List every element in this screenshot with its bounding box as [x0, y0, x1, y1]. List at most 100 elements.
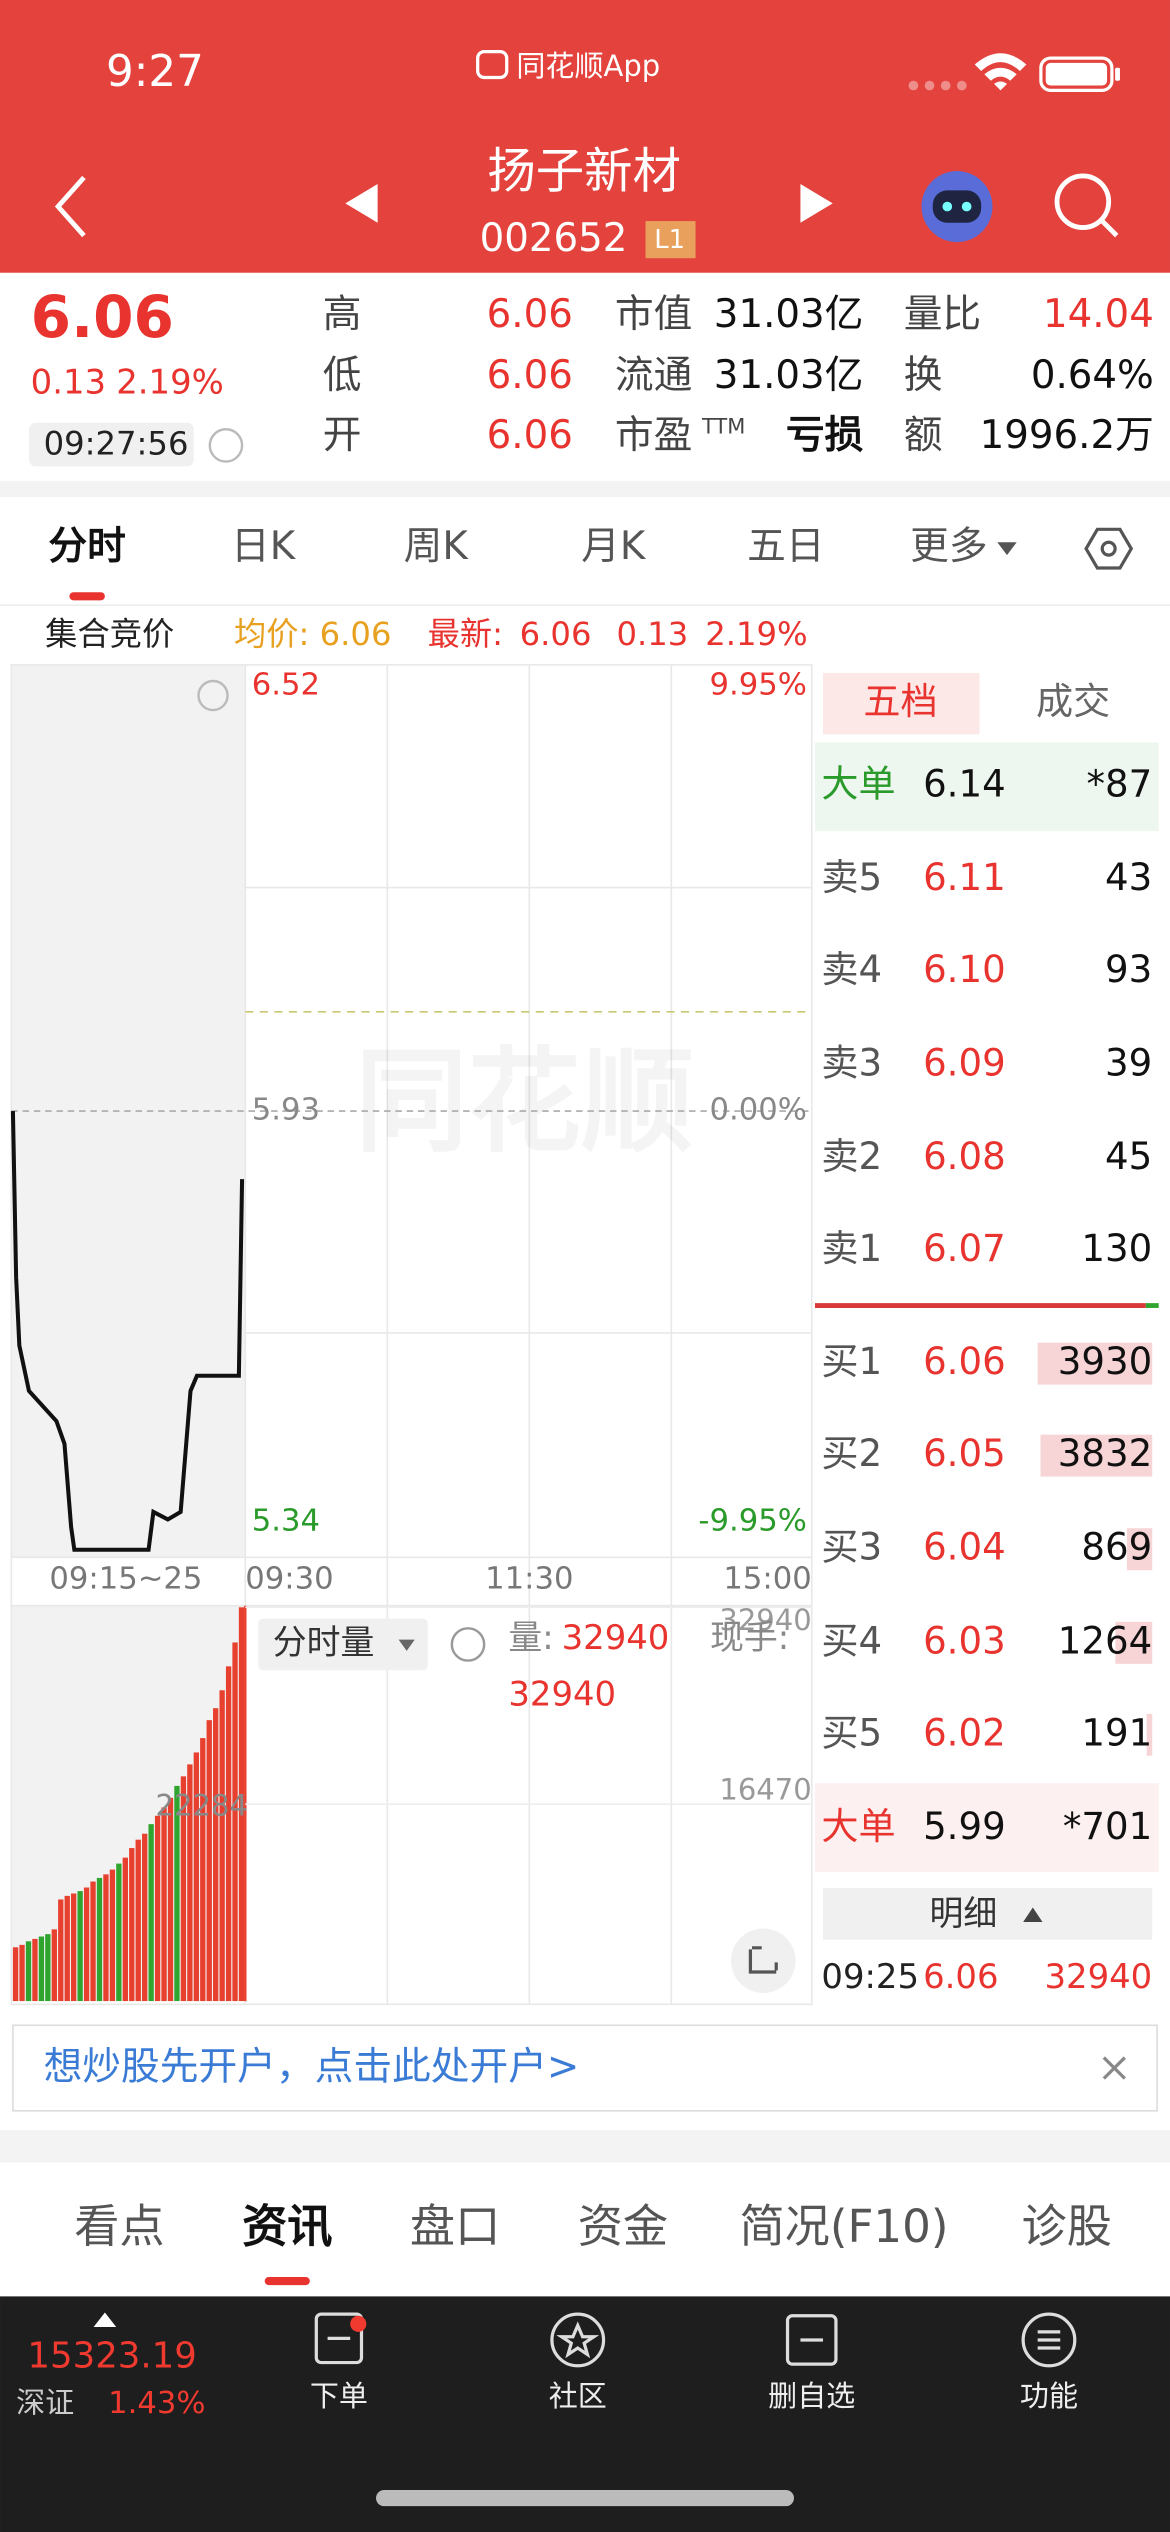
trade-time: 09:25 — [821, 1957, 919, 1996]
change-pct: 2.19% — [116, 363, 224, 402]
stat-label: 市值 — [615, 292, 692, 337]
banner-text[interactable]: 想炒股先开户，点击此处开户> — [44, 2044, 580, 2089]
book-label: 买4 — [821, 1619, 882, 1662]
close-banner[interactable] — [1102, 2056, 1126, 2080]
section-tab[interactable]: 资讯 — [242, 2200, 332, 2253]
section-tab[interactable]: 诊股 — [1022, 2200, 1112, 2253]
volume-bar — [180, 1776, 187, 2002]
volume-bar — [219, 1690, 225, 2002]
book-qty: 3930 — [1058, 1340, 1152, 1383]
section-tab[interactable]: 盘口 — [410, 2200, 500, 2253]
book-price: 6.04 — [923, 1526, 1006, 1569]
section-tab[interactable]: 简况(F10) — [739, 2200, 948, 2253]
index-name: 深证 — [16, 2386, 74, 2420]
book-tab[interactable]: 五档 — [863, 680, 937, 723]
book-label: 买5 — [821, 1711, 882, 1754]
book-qty: *701 — [1063, 1805, 1152, 1848]
x-tick-label: 11:30 — [485, 1561, 573, 1596]
tab[interactable]: 日K — [231, 524, 297, 569]
depth-bar — [1037, 1342, 1153, 1385]
book-qty: 93 — [1105, 948, 1152, 991]
trade-price: 6.06 — [923, 1957, 998, 1996]
book-label: 买3 — [821, 1526, 882, 1569]
y-tick-label: 32940 — [719, 1603, 811, 1637]
depth-bar — [1126, 1528, 1153, 1571]
book-qty: *87 — [1086, 762, 1152, 805]
latest-pct: 2.19% — [705, 615, 808, 653]
stat-label: 高 — [323, 292, 362, 337]
y2-tick-label: 0.00% — [710, 1093, 807, 1128]
banner[interactable] — [12, 2024, 1158, 2112]
stat-value: 6.06 — [487, 292, 573, 337]
marker-label: 22284 — [156, 1788, 248, 1822]
volume-bar — [129, 1848, 135, 2002]
book-tab[interactable]: 成交 — [1036, 680, 1110, 723]
tab[interactable]: 分时 — [48, 524, 125, 569]
stat-label: 额 — [904, 413, 943, 458]
tab-bar-item[interactable]: 下单 — [310, 2379, 368, 2413]
volume-bar — [187, 1764, 193, 2002]
stat-label: 流通 — [615, 353, 692, 398]
volume-selector[interactable] — [258, 1618, 428, 1671]
detail-label: 明细 — [930, 1894, 998, 1933]
stat-value: 6.06 — [487, 353, 573, 398]
depth-bar — [1146, 1713, 1153, 1756]
book-label: 大单 — [821, 762, 895, 805]
time-badge — [29, 422, 194, 467]
watermark: 同花顺 — [355, 1036, 694, 1168]
y2-tick-label: -9.95% — [698, 1503, 806, 1538]
tab-bar-item[interactable]: 删自选 — [768, 2379, 855, 2413]
help-icon[interactable] — [450, 1627, 486, 1662]
volume-bar — [174, 1785, 180, 2002]
book-label: 卖2 — [821, 1135, 882, 1178]
volume-bar — [25, 1941, 32, 2002]
tab[interactable]: 五日 — [747, 524, 824, 569]
volume-bar — [213, 1708, 219, 2002]
detail-bar[interactable] — [823, 1888, 1153, 1940]
volume-bar — [64, 1895, 70, 2002]
section-tab[interactable]: 看点 — [74, 2200, 164, 2253]
settings-icon[interactable] — [1084, 527, 1134, 570]
book-qty: 869 — [1081, 1526, 1152, 1569]
book-label: 买1 — [821, 1340, 882, 1383]
book-price: 6.10 — [923, 948, 1006, 991]
badge-dot — [350, 2315, 367, 2332]
section-tab[interactable]: 资金 — [578, 2200, 668, 2253]
y-tick-label: 6.52 — [252, 667, 320, 702]
search-button[interactable] — [1054, 173, 1119, 238]
prev-stock[interactable] — [345, 183, 378, 223]
tab[interactable]: 月K — [581, 524, 647, 569]
y-tick-label: 5.34 — [252, 1503, 320, 1538]
latest-price: 6.06 — [520, 615, 592, 653]
back-button[interactable] — [54, 175, 86, 238]
help-icon[interactable] — [197, 679, 229, 712]
depth-bar — [1040, 1434, 1153, 1477]
book-label: 卖4 — [821, 948, 882, 991]
volume-bar — [51, 1929, 57, 2002]
tab[interactable]: 周K — [404, 524, 470, 569]
book-qty: 3832 — [1058, 1432, 1152, 1475]
tab-bar-item[interactable]: 社区 — [549, 2379, 607, 2413]
volume-value: 32940 — [562, 1618, 670, 1657]
level-badge — [645, 221, 696, 259]
book-label: 买2 — [821, 1432, 882, 1475]
tab-bar-item[interactable]: 功能 — [1020, 2379, 1078, 2413]
index-value: 15323.19 — [27, 2336, 196, 2377]
info-icon[interactable] — [208, 428, 244, 463]
volume-bar — [148, 1824, 154, 2002]
volume-bar — [200, 1738, 206, 2002]
stat-label: 低 — [323, 353, 362, 398]
volume-label: 量: — [508, 1618, 553, 1657]
tab-indicator — [69, 592, 105, 601]
volume-bar — [58, 1899, 64, 2002]
auction-label: 集合竞价 — [45, 615, 174, 653]
trade-qty: 32940 — [1044, 1957, 1152, 1996]
expand-button[interactable] — [731, 1928, 796, 1994]
book-qty: 39 — [1105, 1042, 1152, 1085]
book-price: 6.05 — [923, 1432, 1006, 1475]
next-stock[interactable] — [800, 183, 833, 223]
tab[interactable]: 更多 — [910, 524, 987, 569]
robot-button[interactable] — [921, 171, 993, 243]
x-tick-label: 15:00 — [723, 1561, 811, 1596]
